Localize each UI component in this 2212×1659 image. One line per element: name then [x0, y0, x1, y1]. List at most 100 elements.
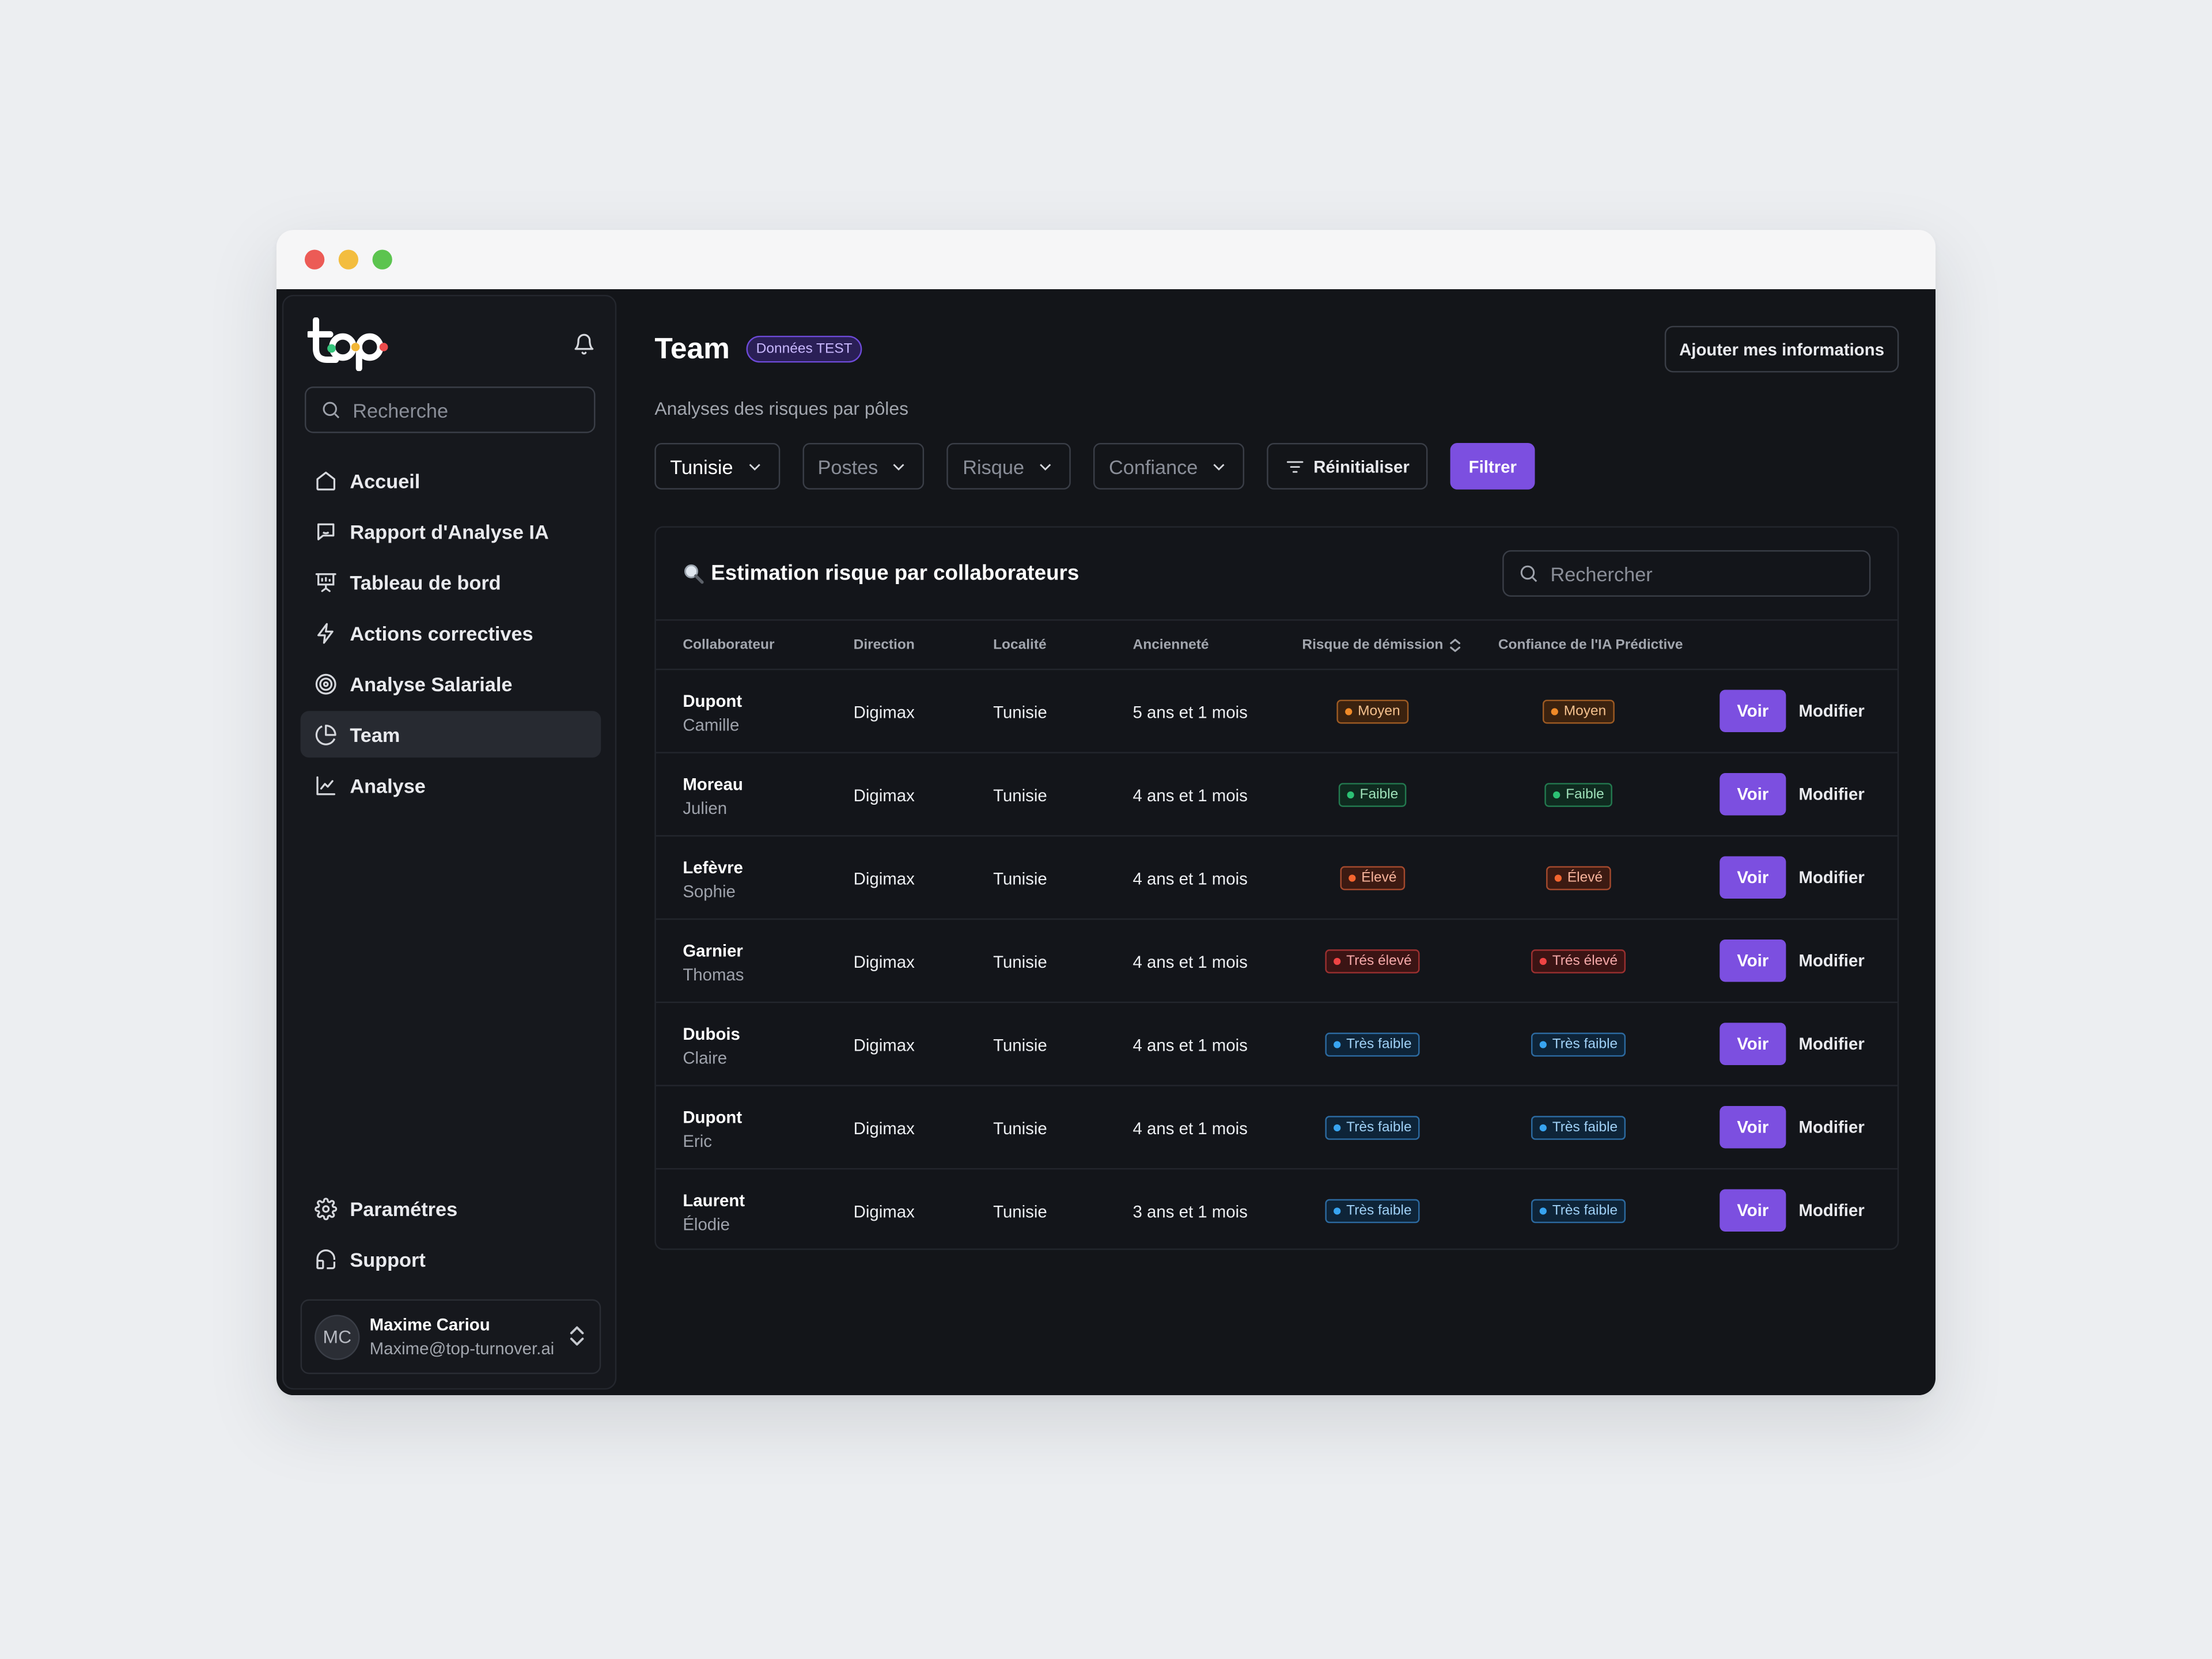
risque-select[interactable]: Risque: [947, 442, 1071, 490]
sidebar-search-input[interactable]: Recherche: [304, 387, 596, 433]
status-dot: [1553, 791, 1560, 799]
close-window-button[interactable]: [304, 249, 325, 270]
apply-filter-button[interactable]: Filtrer: [1450, 442, 1535, 490]
sidebar-item-analyse[interactable]: Analyse: [301, 762, 601, 808]
collaborator-first-name: Sophie: [683, 881, 736, 902]
sidebar-item-salariale[interactable]: Analyse Salariale: [301, 660, 601, 707]
add-info-button[interactable]: Ajouter mes informations: [1664, 325, 1899, 373]
chevron-up-down-icon: [570, 1326, 584, 1346]
user-name: Maxime Cariou: [369, 1315, 490, 1335]
app-logo[interactable]: [305, 317, 395, 378]
table-search-placeholder: Rechercher: [1550, 562, 1653, 585]
target-icon: [315, 673, 336, 694]
sidebar-item-accueil[interactable]: Accueil: [301, 457, 601, 503]
column-header-risque[interactable]: Risque de démission: [1302, 638, 1461, 653]
confidence-badge-label: Élevé: [1567, 870, 1603, 886]
sidebar-item-support[interactable]: Support: [301, 1236, 601, 1282]
sidebar-item-tableau[interactable]: Tableau de bord: [301, 559, 601, 605]
sidebar-item-label: Analyse Salariale: [350, 672, 513, 695]
edit-button[interactable]: Modifier: [1798, 1200, 1865, 1221]
edit-button[interactable]: Modifier: [1798, 784, 1865, 804]
confiance-select[interactable]: Confiance: [1093, 442, 1245, 490]
postes-select-value: Postes: [817, 454, 878, 478]
localite-cell: Tunisie: [993, 1035, 1047, 1055]
status-dot: [1345, 708, 1353, 715]
column-header-localite: Localité: [993, 637, 1047, 653]
column-header-anciennete: Ancienneté: [1132, 637, 1209, 653]
view-button[interactable]: Voir: [1719, 773, 1786, 816]
view-button[interactable]: Voir: [1719, 1022, 1786, 1065]
view-button[interactable]: Voir: [1719, 856, 1786, 899]
table-row: Dupont Eric Digimax Tunisie 4 ans et 1 m…: [656, 1086, 1897, 1170]
risk-badge: Faible: [1338, 783, 1407, 807]
status-dot: [1539, 1041, 1547, 1048]
sidebar-item-rapport[interactable]: Rapport d'Analyse IA: [301, 508, 601, 555]
sidebar-item-parametres[interactable]: Paramétres: [301, 1185, 601, 1232]
collaborator-cell: Dubois Claire: [683, 1024, 740, 1068]
view-button[interactable]: Voir: [1719, 690, 1786, 733]
pie-chart-icon: [315, 724, 336, 745]
localite-cell: Tunisie: [993, 952, 1047, 972]
view-button[interactable]: Voir: [1719, 1106, 1786, 1149]
test-data-badge: Données TEST: [746, 335, 862, 363]
table-header: Collaborateur Direction Localité Ancienn…: [656, 619, 1897, 671]
page-subtitle: Analyses des risques par pôles: [654, 397, 909, 419]
risk-badge-label: Trés élevé: [1346, 953, 1412, 969]
localite-cell: Tunisie: [993, 786, 1047, 806]
sidebar-item-actions[interactable]: Actions correctives: [301, 609, 601, 656]
minimize-window-button[interactable]: [338, 249, 359, 270]
confidence-badge: Très faible: [1531, 1032, 1626, 1057]
edit-button[interactable]: Modifier: [1798, 1034, 1865, 1054]
app-content: Recherche Accueil Rapport d'Analyse IA T…: [276, 289, 1936, 1396]
edit-button[interactable]: Modifier: [1798, 701, 1865, 721]
collaborator-cell: Moreau Julien: [683, 775, 743, 819]
maximize-window-button[interactable]: [372, 249, 392, 270]
collaborator-cell: Laurent Élodie: [683, 1191, 745, 1234]
sort-icon: [1450, 639, 1461, 652]
table-row: Lefèvre Sophie Digimax Tunisie 4 ans et …: [656, 836, 1897, 920]
window-titlebar: [276, 230, 1936, 290]
edit-button[interactable]: Modifier: [1798, 868, 1865, 888]
direction-cell: Digimax: [853, 1035, 915, 1055]
app-window: Recherche Accueil Rapport d'Analyse IA T…: [276, 230, 1936, 1396]
view-button[interactable]: Voir: [1719, 940, 1786, 982]
sidebar-item-label: Support: [350, 1248, 426, 1271]
collaborator-first-name: Claire: [683, 1048, 728, 1068]
risk-badge: Très faible: [1325, 1116, 1421, 1140]
confidence-badge: Trés élevé: [1531, 949, 1626, 974]
risk-badge-label: Très faible: [1346, 1203, 1412, 1219]
edit-button[interactable]: Modifier: [1798, 950, 1865, 971]
country-select[interactable]: Tunisie: [654, 442, 780, 490]
collaborator-last-name: Garnier: [683, 941, 743, 961]
anciennete-cell: 4 ans et 1 mois: [1132, 952, 1248, 972]
view-button[interactable]: Voir: [1719, 1189, 1786, 1232]
collaborator-last-name: Dupont: [683, 1107, 743, 1127]
card-title-text: Estimation risque par collaborateurs: [711, 561, 1080, 586]
collaborator-first-name: Julien: [683, 798, 728, 819]
reset-filters-button[interactable]: Réinitialiser: [1267, 442, 1428, 490]
table-row: Garnier Thomas Digimax Tunisie 4 ans et …: [656, 920, 1897, 1003]
sidebar-item-team[interactable]: Team: [300, 711, 601, 758]
status-dot: [1554, 874, 1562, 882]
main-content: Team Données TEST Ajouter mes informatio…: [654, 289, 1936, 1395]
confidence-badge: Très faible: [1531, 1199, 1626, 1224]
collaborator-last-name: Moreau: [683, 774, 743, 794]
postes-select[interactable]: Postes: [802, 442, 925, 490]
table-search-input[interactable]: Rechercher: [1502, 550, 1871, 597]
collaborator-last-name: Laurent: [683, 1190, 745, 1211]
avatar: MC: [315, 1314, 360, 1359]
chevron-down-icon: [1213, 463, 1225, 470]
user-menu[interactable]: MC Maxime Cariou Maxime@top-turnover.ai: [300, 1299, 601, 1374]
direction-cell: Digimax: [853, 702, 915, 722]
sidebar-item-label: Paramétres: [350, 1196, 458, 1220]
country-select-value: Tunisie: [670, 454, 733, 478]
notifications-bell-icon[interactable]: [573, 333, 595, 362]
table-row: Dupont Camille Digimax Tunisie 5 ans et …: [656, 670, 1897, 753]
collaborator-first-name: Eric: [683, 1131, 712, 1152]
edit-button[interactable]: Modifier: [1798, 1117, 1865, 1137]
risk-badge-label: Faible: [1359, 787, 1399, 803]
sidebar-item-label: Team: [350, 723, 400, 746]
chevron-down-icon: [1040, 463, 1051, 470]
line-chart-icon: [316, 775, 336, 795]
status-dot: [1334, 1041, 1341, 1048]
